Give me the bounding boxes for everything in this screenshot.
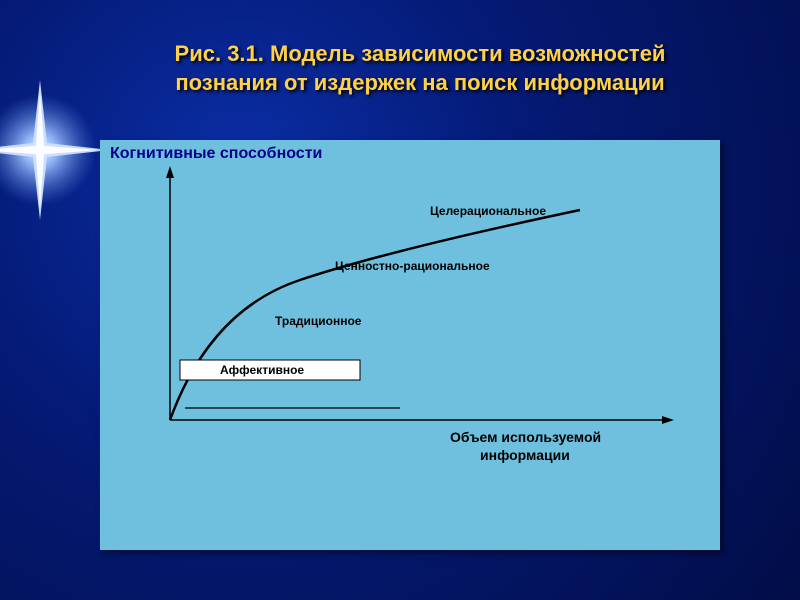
lens-flare-icon — [0, 80, 110, 220]
curve-label-1: Ценностно-рациональное — [335, 259, 490, 273]
x-axis-label-line2: информации — [480, 447, 570, 463]
box-label-text: Аффективное — [220, 363, 304, 377]
chart-panel: Когнитивные способности Объем используем… — [100, 140, 720, 550]
axes — [166, 166, 674, 424]
x-axis-arrow — [662, 416, 674, 424]
slide: Рис. 3.1. Модель зависимости возможносте… — [0, 0, 800, 600]
curve-label-0: Целерациональное — [430, 204, 546, 218]
slide-title: Рис. 3.1. Модель зависимости возможносте… — [100, 40, 740, 97]
y-axis-label: Когнитивные способности — [110, 145, 322, 162]
title-line2: познания от издержек на поиск информации — [100, 69, 740, 98]
curve-label-2: Традиционное — [275, 314, 362, 328]
title-line1: Рис. 3.1. Модель зависимости возможносте… — [100, 40, 740, 69]
x-axis-label-line1: Объем используемой — [450, 429, 601, 445]
curve — [170, 210, 580, 420]
y-axis-arrow — [166, 166, 174, 178]
chart-svg: Когнитивные способности Объем используем… — [100, 140, 720, 550]
